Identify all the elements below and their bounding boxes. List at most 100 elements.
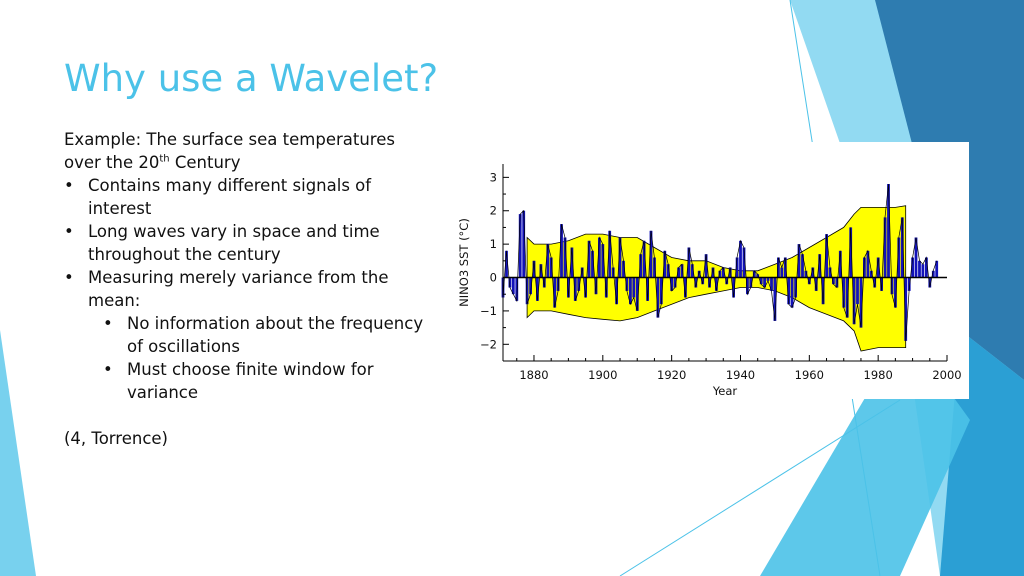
anomaly-bar <box>711 267 715 278</box>
accent-shape-left <box>0 330 36 576</box>
anomaly-bar <box>580 267 584 278</box>
anomaly-bar <box>814 277 818 291</box>
anomaly-bar <box>542 277 546 288</box>
anomaly-bar <box>928 277 932 288</box>
anomaly-bar <box>911 257 914 278</box>
anomaly-bar <box>694 277 698 288</box>
bullet-text: Contains many different signals of inter… <box>88 176 372 218</box>
anomaly-bar <box>797 244 801 278</box>
anomaly-bar <box>742 247 746 278</box>
slide-body: Example: The surface sea temperatures ov… <box>64 128 424 450</box>
anomaly-bar <box>921 264 925 278</box>
anomaly-bar <box>518 214 522 278</box>
anomaly-bar <box>770 277 773 291</box>
anomaly-bar <box>546 244 550 278</box>
anomaly-bar <box>529 277 532 295</box>
anomaly-bar <box>715 277 718 291</box>
anomaly-bar <box>749 277 753 288</box>
anomaly-bar <box>759 277 763 285</box>
anomaly-bar <box>577 277 581 291</box>
anomaly-bar <box>608 230 612 278</box>
anomaly-bar <box>515 277 519 301</box>
anomaly-bar <box>904 277 908 341</box>
x-tick-label: 1940 <box>726 368 755 382</box>
bullet-marker: • <box>64 268 74 287</box>
anomaly-bar <box>629 277 632 305</box>
anomaly-bar <box>656 277 660 318</box>
anomaly-bar <box>931 270 935 278</box>
citation: (4, Torrence) <box>64 429 168 448</box>
anomaly-bar <box>704 254 708 278</box>
anomaly-bar <box>639 254 643 278</box>
x-tick-label: 1880 <box>519 368 548 382</box>
sub-bullet-text: Must choose finite window for variance <box>127 360 374 402</box>
anomaly-bar <box>673 277 677 288</box>
y-tick-label: −2 <box>480 337 497 351</box>
anomaly-bar <box>807 277 811 285</box>
anomaly-bar <box>907 277 911 291</box>
y-tick-label: −1 <box>480 304 497 318</box>
slide-title: Why use a Wavelet? <box>64 57 439 100</box>
anomaly-bar <box>918 260 921 278</box>
anomaly-bar <box>856 277 859 305</box>
anomaly-bar <box>859 277 863 328</box>
intro-superscript: th <box>159 153 170 165</box>
anomaly-bar <box>863 257 866 278</box>
anomaly-bar <box>511 277 515 295</box>
anomaly-bar <box>649 230 653 278</box>
anomaly-bar <box>811 267 815 278</box>
anomaly-bar <box>642 240 646 278</box>
anomaly-bar <box>777 257 780 278</box>
bullet-text: Long waves vary in space and time throug… <box>88 222 380 264</box>
y-tick-label: 2 <box>490 204 497 218</box>
anomaly-bar <box>825 234 828 278</box>
anomaly-bar <box>718 270 722 278</box>
anomaly-bar <box>622 260 625 278</box>
anomaly-bar <box>635 277 639 311</box>
anomaly-bar <box>539 264 543 278</box>
anomaly-bar <box>594 277 598 295</box>
intro-text-main: Example: The surface sea temperatures ov… <box>64 130 395 172</box>
anomaly-bar <box>852 277 856 325</box>
anomaly-bar <box>739 240 742 278</box>
anomaly-bar <box>532 260 536 278</box>
anomaly-bar <box>790 277 794 308</box>
anomaly-bar <box>646 277 649 301</box>
anomaly-bar <box>570 247 574 278</box>
anomaly-bar <box>935 260 939 278</box>
anomaly-bar <box>835 277 839 288</box>
accent-line <box>619 399 901 576</box>
anomaly-line <box>502 183 938 342</box>
anomaly-bar <box>684 277 687 298</box>
anomaly-bar <box>573 277 577 301</box>
anomaly-bar <box>601 244 605 278</box>
anomaly-bar <box>584 277 587 298</box>
anomaly-bar <box>505 250 508 278</box>
anomaly-bar <box>845 277 849 318</box>
bullet-item: • Long waves vary in space and time throu… <box>64 220 424 266</box>
anomaly-bar <box>735 257 739 278</box>
bullet-marker: • <box>103 360 113 379</box>
anomaly-bar <box>663 250 667 278</box>
anomaly-bar <box>925 257 928 278</box>
anomaly-bar <box>567 277 570 298</box>
anomaly-bar <box>587 240 591 278</box>
anomaly-bar <box>670 277 674 291</box>
anomaly-bar <box>804 270 808 278</box>
x-tick-label: 1960 <box>795 368 824 382</box>
anomaly-bar <box>677 267 680 278</box>
anomaly-bar <box>883 217 887 278</box>
anomaly-bar <box>900 217 904 278</box>
anomaly-bar <box>598 237 601 278</box>
anomaly-bar <box>553 277 557 308</box>
anomaly-bar <box>763 277 766 288</box>
nino3-figure: 3 2 1 0 −1 −2 1880 1900 1920 1940 1960 1980 2000 Year… <box>454 142 969 399</box>
anomaly-bar <box>690 264 694 278</box>
anomaly-bar <box>525 277 529 305</box>
anomaly-bar <box>756 274 760 278</box>
anomaly-bar <box>697 270 701 278</box>
anomaly-bar <box>876 257 880 278</box>
anomaly-bar <box>752 270 756 278</box>
anomaly-bar <box>894 277 897 308</box>
anomaly-bar <box>842 277 846 308</box>
